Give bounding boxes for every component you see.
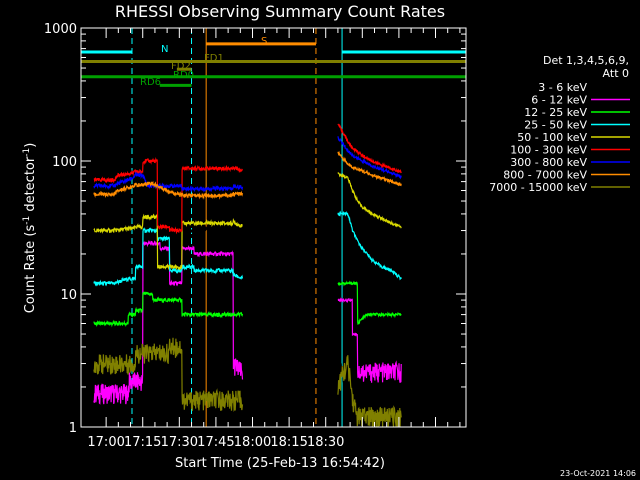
mode-label-rd0: RD0 [173,70,194,81]
generated-timestamp: 23-Oct-2021 14:06 [560,469,636,478]
mode-label-s: S [261,36,267,47]
chart-title: RHESSI Observing Summary Count Rates [115,2,445,21]
series-line-6 [93,171,244,193]
series-line-8 [93,337,244,413]
series-line-7 [93,180,244,200]
series-line-late-8 [337,355,402,428]
legend-header-line-2: Att 0 [603,67,629,80]
series-line-0 [136,218,244,428]
mode-label-fd2: FD2 [171,61,191,72]
y-tick-label: 1 [69,421,77,436]
x-tick-label: 17:45 [197,435,234,450]
x-tick-label: 18:15 [270,435,307,450]
series-line-2 [93,291,244,328]
y-tick-label: 10 [60,288,77,303]
legend-label: 25 - 50 keV [524,119,587,132]
legend-label: 12 - 25 keV [524,106,587,119]
mode-label-fd1: FD1 [204,53,224,64]
y-tick-label: 1000 [44,22,77,37]
series-line-4 [93,213,243,271]
series-line-3 [93,227,244,287]
series-line-late-7 [337,150,402,187]
series-line-late-5 [337,123,402,174]
series-line-late-1 [337,297,402,383]
series-line-late-6 [337,136,402,180]
series-line-1 [93,239,244,405]
legend-header-line-1: Det 1,3,4,5,6,9, [543,54,629,67]
legend-label: 800 - 7000 keV [503,169,587,182]
x-tick-label: 17:00 [87,435,124,450]
x-tick-label: 18:00 [234,435,271,450]
mode-label-rd6: RD6 [140,77,161,88]
y-axis-label: Count Rate (s-1 detector-1) [22,143,38,314]
series-line-5 [93,157,243,235]
legend-label: 6 - 12 keV [531,94,587,107]
legend-label: 7000 - 15000 keV [489,181,587,194]
y-tick-label: 100 [52,155,77,170]
legend-label: 3 - 6 keV [538,81,587,94]
legend-label: 50 - 100 keV [517,131,587,144]
mode-label-n: N [161,44,168,55]
series-line-late-3 [337,210,402,281]
legend-label: 100 - 300 keV [510,144,587,157]
x-axis-label: Start Time (25-Feb-13 16:54:42) [175,456,385,471]
series-line-late-2 [337,280,402,325]
plot-frame [80,27,467,428]
x-tick-label: 18:30 [307,435,344,450]
x-tick-label: 17:30 [161,435,198,450]
series-line-late-4 [337,172,402,229]
legend-label: 300 - 800 keV [510,156,587,169]
x-tick-label: 17:15 [124,435,161,450]
